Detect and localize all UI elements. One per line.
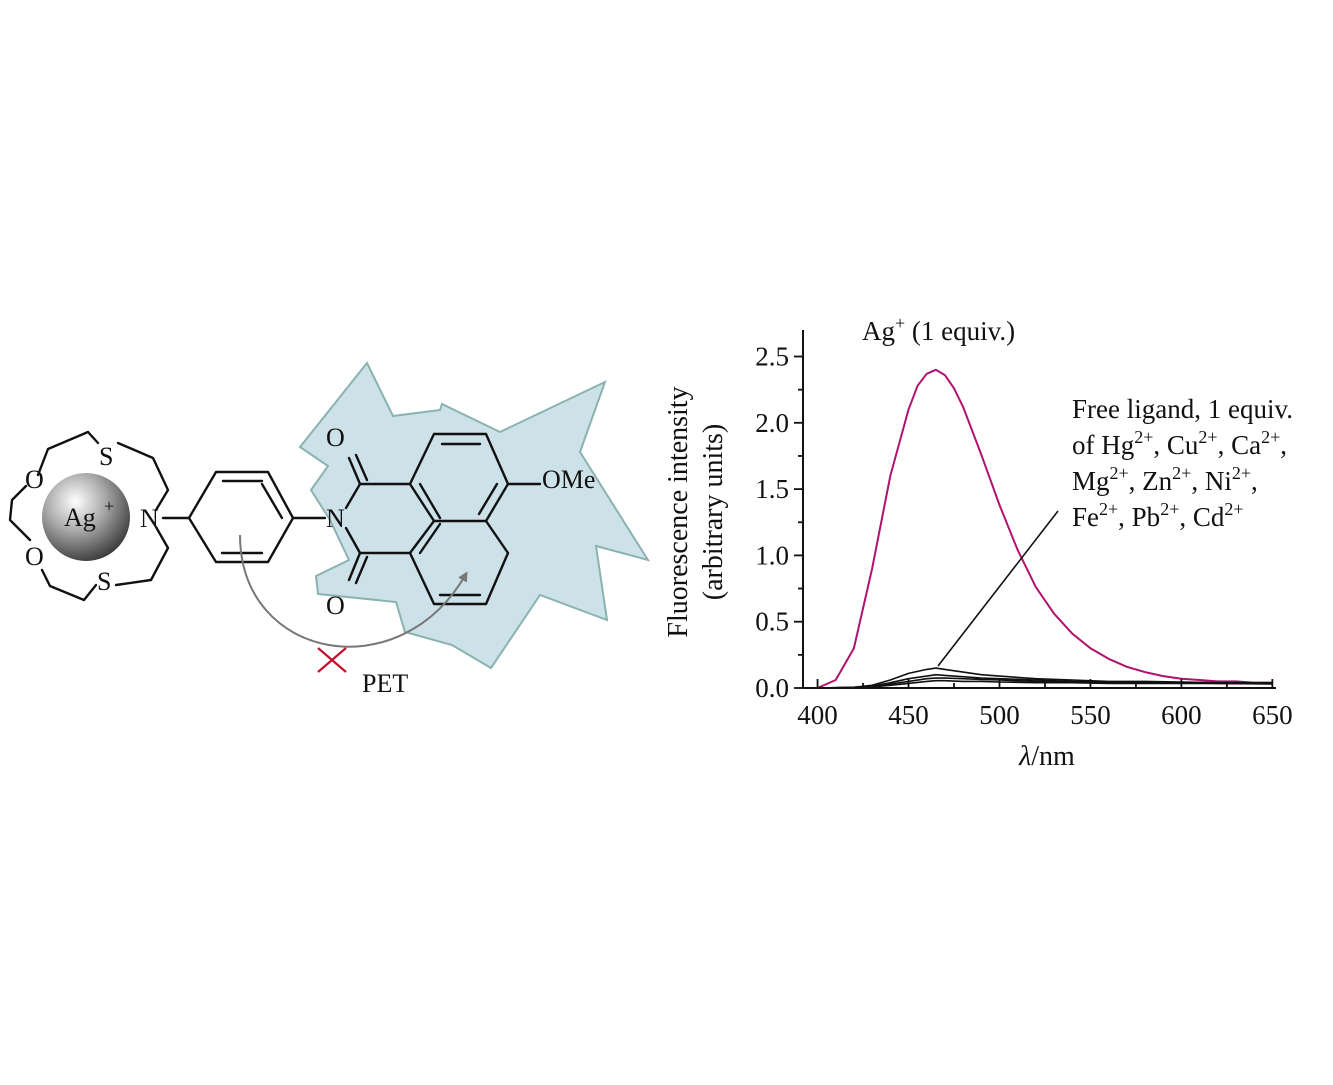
other-ions-label-line: Mg2+, Zn2+, Ni2+, [1072,463,1258,496]
atom-n-crown: N [140,504,159,533]
other-ions-leader-line [937,510,1059,667]
naphthalimide-core [344,432,542,606]
x-tick-label: 550 [1070,700,1111,730]
methoxy-group: OMe [542,465,595,494]
x-axis-label: λ/nm [1018,741,1075,772]
other-ions-label: Free ligand, 1 equiv.of Hg2+, Cu2+, Ca2+… [1072,394,1293,532]
pet-arrow [239,534,468,648]
series-line-other-4 [817,679,1273,689]
y-axis-label-line2: (arbitrary units) [698,424,729,601]
y-tick-label: 2.5 [755,342,789,372]
x-tick-labels: 400 450 500 550 600 650 [797,700,1292,730]
y-tick-labels: 0.0 0.5 1.0 1.5 2.0 2.5 [755,342,789,703]
fluorescence-burst [298,361,651,670]
y-tick-label: 1.0 [755,540,789,570]
crown-ether-ring [8,430,170,602]
x-tick-label: 400 [797,700,838,730]
atom-o-crown-bottom: O [25,542,44,571]
y-axis-label-line1: Fluorescence intensity [663,386,694,637]
x-tick-label: 450 [888,700,929,730]
chemical-scheme: Ag + O O S S N N [8,361,651,698]
y-tick-label: 0.5 [755,607,789,637]
other-ions-label-line: Free ligand, 1 equiv. [1072,394,1293,424]
y-tick-label: 2.0 [755,408,789,438]
y-tick-label: 1.5 [755,474,789,504]
atom-o-carbonyl-bottom: O [326,591,345,620]
atom-n-imide: N [326,504,345,533]
ag-series-label: Ag+ (1 equiv.) [862,313,1015,346]
pet-label: PET [362,669,408,698]
ion-charge: + [104,496,114,516]
atom-o-carbonyl-top: O [326,423,345,452]
silver-ion-sphere [42,473,130,561]
plot-series [817,368,1273,689]
atom-o-crown-top: O [25,465,44,494]
other-ions-label-line: of Hg2+, Cu2+, Ca2+, [1072,427,1287,460]
fluorescence-chart: 0.0 0.5 1.0 1.5 2.0 2.5 400 450 500 550 … [663,313,1293,772]
other-ions-label-line: Fe2+, Pb2+, Cd2+ [1072,499,1244,532]
ion-symbol: Ag [64,503,96,532]
x-tick-label: 500 [979,700,1020,730]
series-line-ag [817,368,1273,689]
y-tick-label: 0.0 [755,673,789,703]
atom-s-bottom: S [97,567,111,596]
x-tick-label: 650 [1252,700,1293,730]
pet-blocked-cross-icon [317,647,347,673]
axis-ticks [794,355,1274,689]
x-tick-label: 600 [1161,700,1202,730]
atom-s-top: S [99,442,113,471]
